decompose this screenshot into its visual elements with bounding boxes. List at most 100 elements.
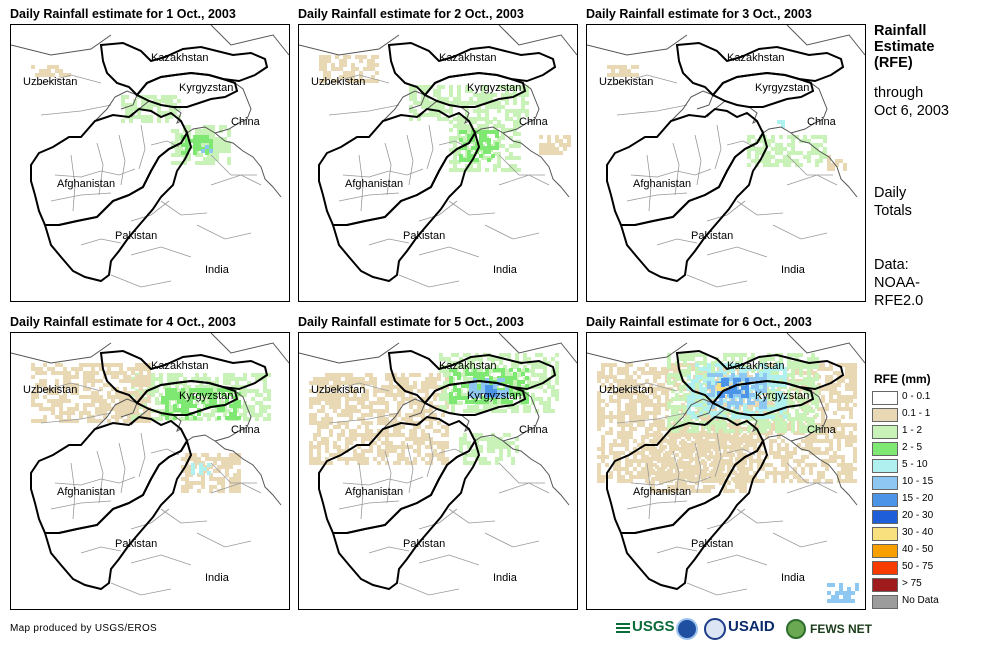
- rain-cell: [445, 441, 449, 445]
- rain-cell: [799, 163, 803, 167]
- rain-cell: [691, 391, 695, 395]
- rain-cell: [237, 473, 241, 477]
- rain-cell: [779, 429, 783, 433]
- rain-cell: [829, 423, 833, 427]
- rain-cell: [699, 461, 703, 465]
- rain-cell: [393, 445, 397, 449]
- rain-cell: [365, 405, 369, 409]
- country-border: [299, 342, 400, 364]
- rain-cell: [765, 463, 769, 467]
- rain-cell: [493, 93, 497, 97]
- rain-cell: [621, 395, 625, 399]
- rain-cell: [267, 397, 271, 401]
- rain-cell: [471, 154, 475, 158]
- rain-cell: [601, 415, 605, 419]
- rain-cell: [417, 425, 421, 429]
- rain-cell: [515, 437, 519, 441]
- rain-cell: [625, 455, 629, 459]
- rain-cell: [743, 407, 747, 411]
- rain-cell: [377, 449, 381, 453]
- rain-cell: [527, 405, 531, 409]
- rain-cell: [187, 125, 191, 129]
- rain-cell: [459, 357, 463, 361]
- rain-cell: [341, 393, 345, 397]
- rain-cell: [509, 152, 513, 156]
- rain-cell: [209, 489, 213, 493]
- rain-cell: [479, 369, 483, 373]
- rain-cell: [655, 473, 659, 477]
- rain-cell: [793, 451, 797, 455]
- rain-cell: [667, 381, 671, 385]
- rain-cell: [799, 405, 803, 409]
- rain-cell: [35, 419, 39, 423]
- rain-cell: [55, 65, 59, 69]
- rain-cell: [691, 445, 695, 449]
- rain-cell: [83, 387, 87, 391]
- country-border: [474, 126, 570, 198]
- rain-cell: [467, 405, 471, 409]
- rain-cell: [507, 353, 511, 357]
- rain-cell: [425, 393, 429, 397]
- rain-cell: [621, 427, 625, 431]
- rain-cell: [849, 395, 853, 399]
- rain-cell: [687, 375, 691, 379]
- rain-cell: [633, 379, 637, 383]
- rain-cell: [501, 378, 505, 382]
- rain-cell: [811, 381, 815, 385]
- rain-cell: [119, 371, 123, 375]
- rain-cell: [35, 371, 39, 375]
- rain-cell: [325, 417, 329, 421]
- rain-cell: [463, 365, 467, 369]
- rain-cell: [721, 378, 725, 382]
- rain-cell: [723, 357, 727, 361]
- rain-cell: [751, 393, 755, 397]
- rain-cell: [711, 421, 715, 425]
- rain-cell: [95, 399, 99, 403]
- rain-cell: [683, 357, 687, 361]
- rain-cell: [739, 465, 743, 469]
- rain-cell: [829, 367, 833, 371]
- rain-cell: [659, 481, 663, 485]
- rain-cell: [157, 119, 161, 123]
- rain-cell: [467, 158, 471, 162]
- rain-cell: [467, 150, 471, 154]
- rain-cell: [119, 407, 123, 411]
- rain-cell: [731, 373, 735, 377]
- rain-cell: [177, 107, 181, 111]
- rain-cell: [477, 97, 481, 101]
- rain-cell: [199, 467, 203, 471]
- rain-cell: [641, 467, 645, 471]
- rain-cell: [513, 164, 517, 168]
- rain-cell: [597, 407, 601, 411]
- rain-cell: [493, 124, 497, 128]
- rain-cell: [747, 397, 751, 401]
- rain-cell: [165, 404, 169, 408]
- rain-cell: [703, 407, 707, 411]
- rain-cell: [535, 361, 539, 365]
- rain-cell: [505, 89, 509, 93]
- rain-cell: [853, 451, 857, 455]
- rain-cell: [779, 159, 783, 163]
- rain-cell: [803, 425, 807, 429]
- rain-cell: [221, 481, 225, 485]
- rain-cell: [83, 383, 87, 387]
- rain-cell: [629, 415, 633, 419]
- rain-cell: [719, 457, 723, 461]
- rain-cell: [381, 457, 385, 461]
- rain-cell: [493, 389, 497, 393]
- rain-cell: [449, 392, 453, 396]
- rain-cell: [369, 445, 373, 449]
- rain-cell: [853, 371, 857, 375]
- rain-cell: [821, 475, 825, 479]
- rain-cell: [687, 469, 691, 473]
- rain-cell: [243, 417, 247, 421]
- rain-cell: [481, 382, 485, 386]
- rain-cell: [35, 387, 39, 391]
- rain-cell: [663, 453, 667, 457]
- country-border: [11, 342, 112, 364]
- rain-cell: [707, 445, 711, 449]
- rain-cell: [835, 599, 839, 603]
- rain-cell: [141, 99, 145, 103]
- rain-cell: [189, 457, 193, 461]
- rain-cell: [479, 409, 483, 413]
